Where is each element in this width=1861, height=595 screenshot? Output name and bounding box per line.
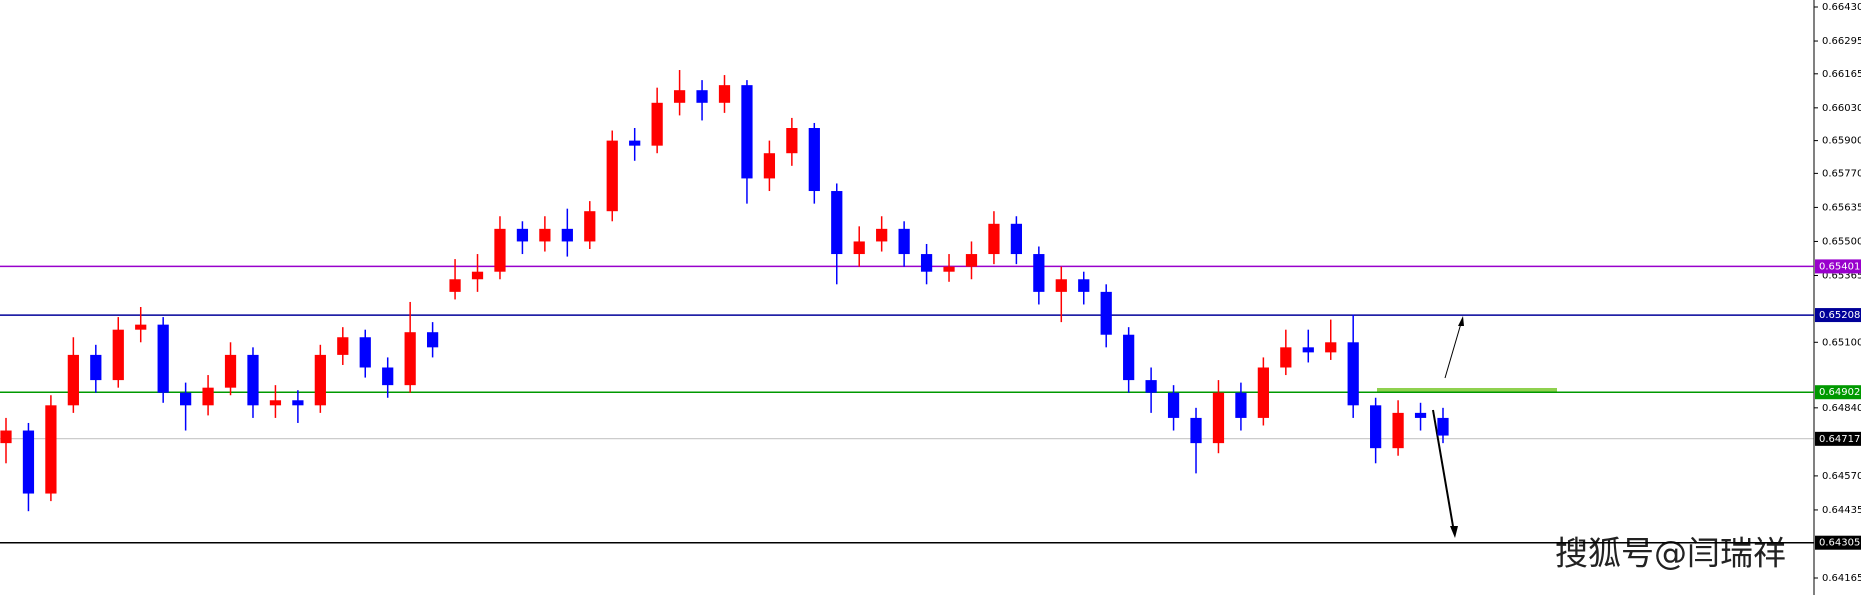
candle-body (224, 354, 237, 388)
level-label: 0.64717 (1819, 434, 1860, 445)
candle-body (1325, 342, 1337, 353)
candle-body (292, 400, 304, 406)
candle-body (606, 140, 618, 212)
candle-body (180, 392, 192, 406)
down-arrow (1432, 409, 1455, 533)
watermark: 搜狐号@闫瑞祥 (1555, 534, 1786, 573)
candle-body (1190, 417, 1202, 444)
candle-body (1010, 223, 1023, 255)
candle-body (112, 329, 124, 381)
candle-body (831, 191, 843, 255)
candle-body (876, 228, 888, 242)
candle-body (1414, 412, 1427, 418)
level-label-bg (1815, 308, 1861, 323)
y-tick-label: 0.65500 (1822, 236, 1861, 247)
candle-body (763, 153, 776, 179)
candle-body (22, 430, 35, 494)
y-tick-label: 0.65100 (1822, 337, 1861, 348)
candle-body (808, 128, 820, 192)
candle-body (0, 430, 12, 444)
y-tick-label: 0.64570 (1822, 471, 1861, 482)
level-label: 0.64902 (1819, 387, 1860, 398)
candle-body (1257, 367, 1269, 418)
candle-body (741, 85, 753, 179)
candle-body (1280, 347, 1292, 368)
candle-body (202, 387, 214, 406)
candle-body (629, 140, 641, 146)
level-label: 0.65208 (1819, 310, 1860, 321)
up-arrow-head (1458, 316, 1464, 326)
candle-body (1392, 412, 1404, 449)
candle-body (314, 354, 326, 406)
y-tick-label: 0.65900 (1822, 136, 1861, 147)
candle-body (1437, 417, 1449, 436)
candle-body (965, 254, 978, 267)
candle-body (45, 405, 57, 494)
level-label-bg (1815, 385, 1861, 400)
candle-body (404, 332, 416, 386)
candle-body (337, 337, 349, 355)
candle-body (247, 354, 259, 406)
candle-body (1235, 392, 1247, 418)
candle-body (696, 90, 708, 103)
candle-body (157, 324, 169, 393)
y-tick-label: 0.66030 (1822, 103, 1861, 114)
candle-body (382, 367, 394, 386)
candle-body (853, 241, 865, 255)
candle-body (1123, 334, 1135, 381)
down-arrow-head (1450, 526, 1458, 538)
candle-body (718, 85, 731, 103)
level-label-bg (1815, 535, 1861, 550)
y-tick-label: 0.64165 (1822, 573, 1861, 584)
candle-body (988, 223, 1000, 255)
level-label-bg (1815, 431, 1861, 446)
candle-body (516, 228, 529, 242)
candle-body (1078, 279, 1090, 292)
candle-body (90, 354, 102, 381)
candle-body (673, 90, 686, 103)
up-arrow (1444, 319, 1463, 379)
candle-body (1347, 342, 1359, 406)
candle-body (1167, 392, 1180, 418)
candle-body (67, 354, 79, 406)
candle-body (449, 279, 461, 292)
y-tick-label: 0.64435 (1822, 505, 1861, 516)
candle-body (135, 324, 147, 330)
level-label: 0.65401 (1819, 261, 1860, 272)
candle-body (561, 228, 573, 242)
candle-body (651, 102, 663, 146)
y-tick-label: 0.65770 (1822, 168, 1861, 179)
candle-body (1033, 254, 1045, 292)
candle-body (1055, 279, 1067, 292)
level-label-bg (1815, 259, 1861, 274)
y-tick-label: 0.64840 (1822, 403, 1861, 414)
candle-body (898, 228, 910, 255)
candle-body (943, 266, 955, 272)
y-tick-label: 0.66430 (1822, 2, 1861, 13)
candle-body (1212, 392, 1225, 444)
candle-body (1302, 347, 1314, 353)
candle-body (584, 211, 596, 242)
y-tick-label: 0.65635 (1822, 202, 1861, 213)
candle-body (1145, 380, 1157, 393)
candle-body (471, 271, 484, 280)
candle-body (359, 337, 371, 368)
candle-body (269, 400, 282, 406)
candle-body (1370, 405, 1382, 449)
level-label: 0.64305 (1819, 538, 1860, 549)
candle-body (786, 128, 798, 154)
candle-body (539, 228, 551, 242)
y-tick-label: 0.66165 (1822, 69, 1861, 80)
y-tick-label: 0.66295 (1822, 36, 1861, 47)
candle-body (426, 332, 439, 348)
candle-body (920, 254, 933, 272)
y-tick-label: 0.65365 (1822, 270, 1861, 281)
candle-body (494, 228, 506, 272)
candle-body (1100, 291, 1112, 335)
